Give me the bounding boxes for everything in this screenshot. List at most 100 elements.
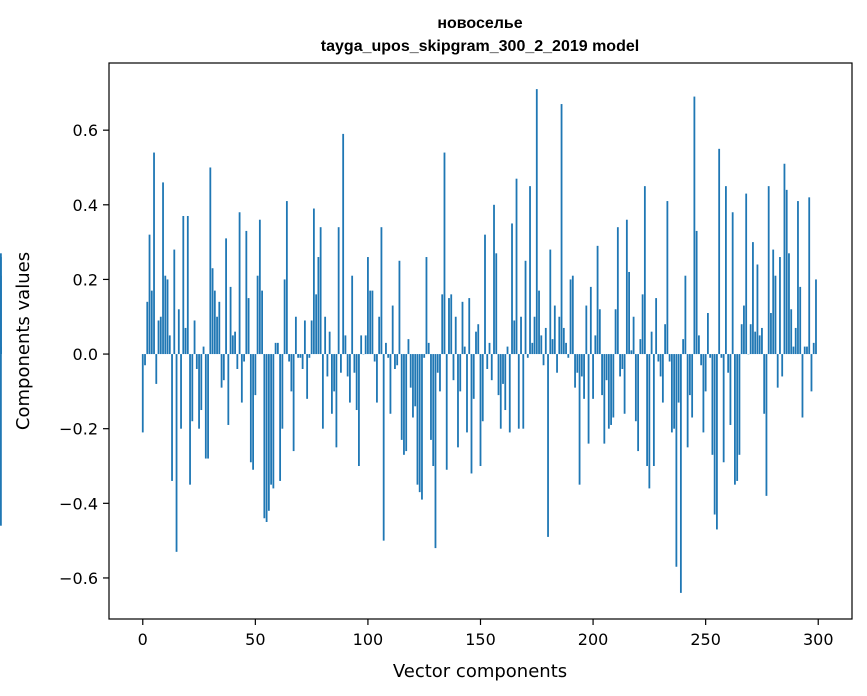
bar [520, 316, 522, 355]
bar [745, 193, 748, 355]
bar [630, 350, 633, 355]
bar [558, 316, 561, 355]
bar [177, 309, 180, 355]
bar [643, 186, 646, 355]
bar [324, 316, 327, 355]
bar [159, 316, 162, 355]
bar [641, 294, 644, 355]
bar [785, 189, 788, 355]
bar [290, 354, 293, 392]
bar [423, 354, 426, 358]
bar [803, 346, 806, 355]
bar [421, 354, 423, 500]
bar [344, 335, 347, 355]
bar [155, 354, 158, 384]
bar [256, 275, 259, 355]
x-tick-label: 50 [245, 630, 265, 649]
bar [299, 354, 302, 358]
bar [650, 331, 653, 355]
bar [319, 227, 322, 355]
bar [767, 186, 770, 355]
bar [752, 242, 754, 355]
bar [810, 354, 813, 392]
bar [301, 354, 304, 369]
bar [382, 354, 385, 541]
bar [326, 354, 329, 377]
bar [675, 354, 678, 567]
bar [578, 354, 581, 485]
bar [213, 290, 216, 355]
bar [666, 201, 669, 355]
bar [639, 339, 642, 355]
bar [267, 354, 270, 511]
bar [150, 290, 153, 355]
bar [779, 257, 781, 355]
bar [659, 354, 662, 377]
bar [725, 186, 727, 355]
bar [279, 354, 282, 481]
bars-group [0, 89, 817, 593]
bar [376, 354, 378, 403]
bar [734, 354, 736, 485]
bar [758, 335, 761, 355]
x-tick-label: 0 [138, 630, 148, 649]
bar [652, 354, 655, 467]
bar [432, 354, 435, 467]
bar [765, 354, 768, 496]
bar [303, 320, 306, 355]
y-tick-label: −0.4 [59, 494, 98, 513]
bar [186, 215, 189, 355]
bar [180, 354, 182, 429]
bar [531, 342, 534, 355]
x-tick-label: 300 [803, 630, 834, 649]
bar [463, 346, 466, 355]
bar [238, 212, 241, 355]
bar [707, 313, 709, 355]
bar [756, 264, 759, 355]
bar [335, 354, 338, 448]
bar [565, 342, 567, 355]
bar [506, 346, 509, 355]
bar [605, 354, 608, 381]
bar [517, 354, 520, 429]
bar [529, 186, 531, 355]
bar [439, 354, 441, 392]
bar [371, 290, 374, 355]
bar [317, 257, 320, 355]
bar [418, 354, 421, 493]
bar [695, 230, 698, 355]
bar [716, 354, 718, 530]
bar [0, 253, 2, 355]
bar [227, 354, 230, 425]
bar [776, 354, 779, 388]
bar [396, 354, 399, 366]
bar [488, 342, 491, 355]
bar [524, 260, 527, 355]
bar [353, 354, 356, 373]
bar [806, 346, 808, 355]
bar [475, 331, 477, 355]
bar [364, 335, 367, 355]
x-tick-label: 250 [690, 630, 721, 649]
bar [481, 354, 484, 422]
bar [490, 354, 493, 381]
bar [729, 354, 732, 425]
bar [355, 354, 358, 411]
bar [547, 354, 549, 537]
bar [189, 354, 191, 485]
bar [173, 249, 176, 355]
bar [281, 354, 284, 429]
bar [616, 227, 619, 355]
bar [409, 354, 412, 388]
bar [718, 148, 721, 355]
bar [623, 354, 626, 414]
bar [598, 309, 601, 355]
bar [328, 331, 331, 355]
bar [276, 342, 279, 355]
bar [472, 354, 475, 399]
bar [731, 212, 734, 355]
bar [427, 342, 430, 355]
bar [245, 230, 248, 355]
x-tick-label: 200 [578, 630, 609, 649]
bar [648, 354, 651, 489]
